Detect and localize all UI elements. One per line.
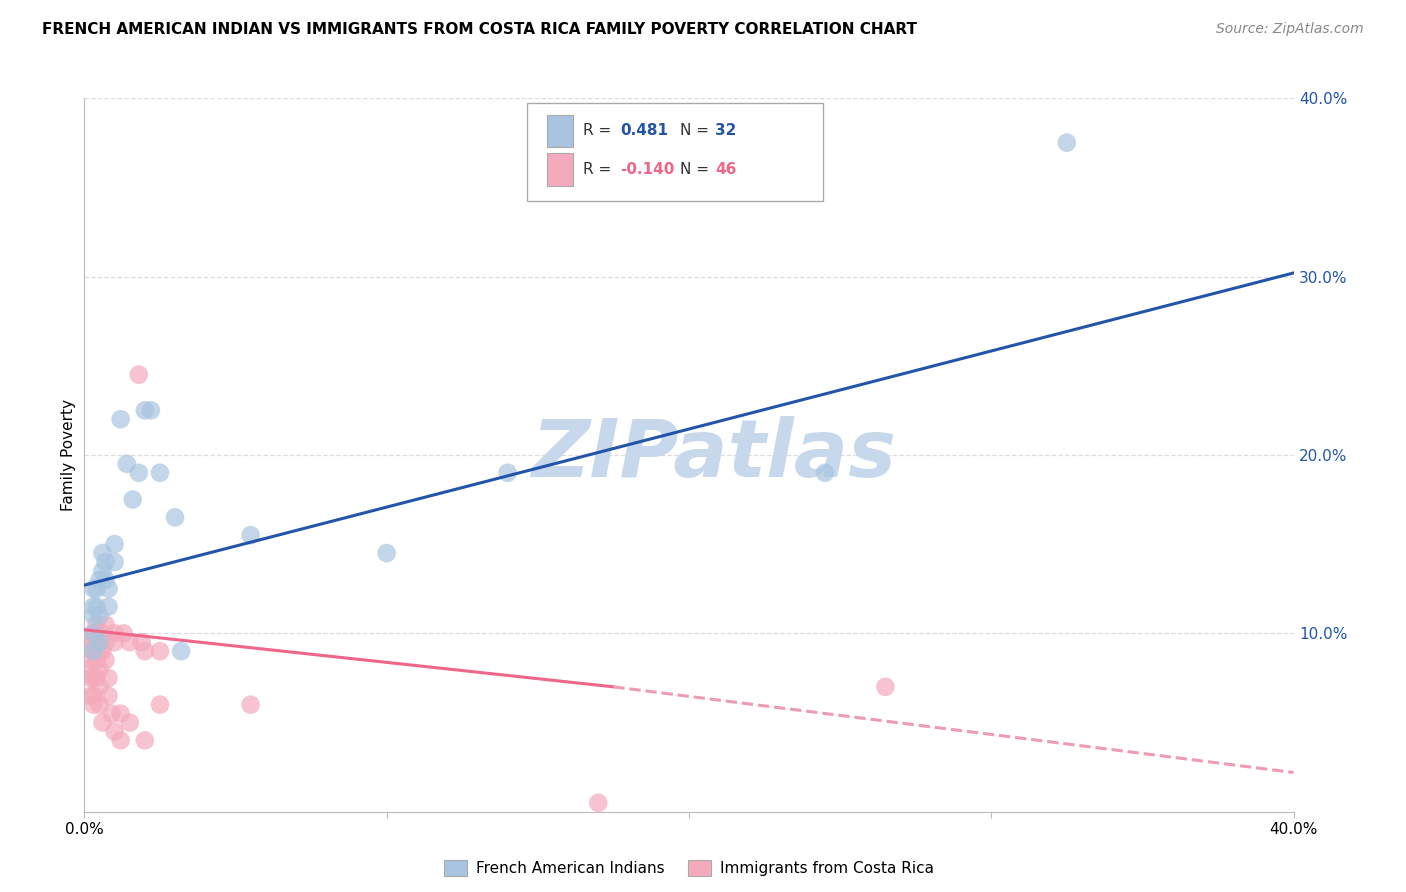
Point <box>91 715 114 730</box>
Point <box>82 671 104 685</box>
Point <box>82 608 104 623</box>
Point <box>149 466 172 480</box>
Point <box>94 555 117 569</box>
Point <box>104 555 127 569</box>
Point <box>128 368 150 382</box>
Text: N =: N = <box>681 161 714 177</box>
Text: Source: ZipAtlas.com: Source: ZipAtlas.com <box>1216 22 1364 37</box>
Point <box>97 689 120 703</box>
Point <box>82 644 104 658</box>
Point <box>94 617 117 632</box>
Point <box>89 635 111 649</box>
Point <box>89 662 111 676</box>
Point <box>134 733 156 747</box>
Point <box>110 706 132 721</box>
Point <box>875 680 897 694</box>
Point <box>496 466 519 480</box>
Point <box>104 537 127 551</box>
Point <box>91 564 114 578</box>
Point <box>91 644 114 658</box>
Point <box>139 403 162 417</box>
Bar <box>547 115 574 147</box>
Point <box>86 671 108 685</box>
Point <box>97 582 120 596</box>
Point <box>86 653 108 667</box>
Point <box>79 653 101 667</box>
Point <box>104 626 127 640</box>
Point <box>239 698 262 712</box>
Point <box>82 689 104 703</box>
Bar <box>547 153 574 186</box>
Point <box>82 644 104 658</box>
Text: 0.481: 0.481 <box>620 123 668 138</box>
Point <box>89 608 111 623</box>
Point <box>94 573 117 587</box>
Point <box>121 492 143 507</box>
Point <box>118 635 141 649</box>
Legend: French American Indians, Immigrants from Costa Rica: French American Indians, Immigrants from… <box>439 855 939 882</box>
Point <box>82 582 104 596</box>
Point <box>149 644 172 658</box>
Point <box>79 635 101 649</box>
Point <box>165 510 187 524</box>
Text: 32: 32 <box>716 123 737 138</box>
Point <box>89 698 111 712</box>
Text: ZIPatlas: ZIPatlas <box>530 416 896 494</box>
Point <box>91 546 114 560</box>
Point <box>94 635 117 649</box>
Point <box>131 635 153 649</box>
Point <box>170 644 193 658</box>
Point <box>94 653 117 667</box>
Point <box>104 635 127 649</box>
Point <box>112 626 135 640</box>
Point <box>89 635 111 649</box>
Point <box>89 644 111 658</box>
Point <box>239 528 262 542</box>
Text: FRENCH AMERICAN INDIAN VS IMMIGRANTS FROM COSTA RICA FAMILY POVERTY CORRELATION : FRENCH AMERICAN INDIAN VS IMMIGRANTS FRO… <box>42 22 917 37</box>
Point <box>134 403 156 417</box>
Point <box>1056 136 1078 150</box>
Point <box>86 635 108 649</box>
Point <box>82 635 104 649</box>
Point <box>375 546 398 560</box>
Point <box>89 680 111 694</box>
Point <box>115 457 138 471</box>
Point <box>128 466 150 480</box>
Text: N =: N = <box>681 123 714 138</box>
Point <box>82 626 104 640</box>
Point <box>97 599 120 614</box>
Point <box>110 733 132 747</box>
Point <box>100 706 122 721</box>
Y-axis label: Family Poverty: Family Poverty <box>60 399 76 511</box>
Point <box>79 662 101 676</box>
Point <box>86 617 108 632</box>
Point <box>82 698 104 712</box>
Point <box>82 626 104 640</box>
Text: -0.140: -0.140 <box>620 161 675 177</box>
Point <box>91 626 114 640</box>
Point <box>86 599 108 614</box>
Point <box>89 573 111 587</box>
Point <box>118 715 141 730</box>
Point <box>79 689 101 703</box>
Point <box>104 724 127 739</box>
Point <box>110 412 132 426</box>
Point <box>814 466 837 480</box>
Text: R =: R = <box>582 161 616 177</box>
Text: 46: 46 <box>716 161 737 177</box>
Text: R =: R = <box>582 123 616 138</box>
Point <box>82 599 104 614</box>
Point <box>149 698 172 712</box>
Point <box>97 671 120 685</box>
Point <box>588 796 610 810</box>
Point <box>86 582 108 596</box>
Point <box>134 644 156 658</box>
Point <box>79 671 101 685</box>
